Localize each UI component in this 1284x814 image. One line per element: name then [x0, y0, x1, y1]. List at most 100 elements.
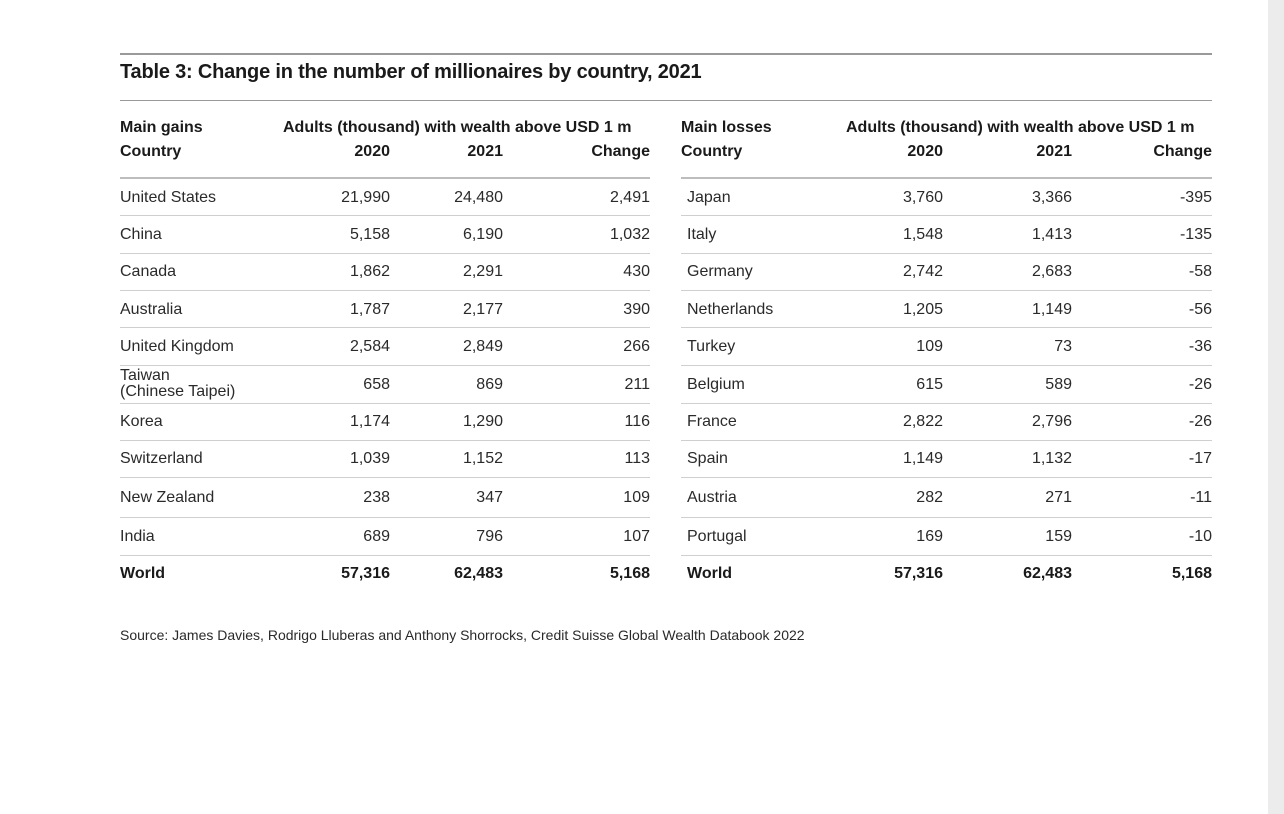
losses-value-2020: 3,760 — [902, 189, 943, 206]
losses-group-label: Main losses — [681, 119, 772, 136]
losses-value-2020: 615 — [916, 376, 943, 393]
gains-row-rule — [120, 253, 650, 254]
gains-2021-header: 2021 — [467, 143, 503, 160]
gains-value-2020: 689 — [363, 528, 390, 545]
losses-value-2021: 3,366 — [1031, 189, 1072, 206]
gains-row-rule — [120, 555, 650, 556]
gains-country: United States — [120, 189, 217, 206]
losses-country: Italy — [687, 226, 717, 243]
top-rule — [120, 53, 1212, 55]
gains-row-rule — [120, 517, 650, 518]
gains-group-label: Main gains — [120, 119, 203, 136]
title-rule — [120, 100, 1212, 101]
gains-row-rule — [120, 290, 650, 291]
gains-country: Switzerland — [120, 450, 203, 467]
losses-value-2020: 109 — [916, 338, 943, 355]
losses-value-2020: 282 — [916, 489, 943, 506]
gains-row-rule — [120, 215, 650, 216]
losses-country: Germany — [687, 263, 753, 280]
losses-change: -11 — [1190, 489, 1212, 506]
losses-value-2021: 2,683 — [1031, 263, 1072, 280]
losses-value-2020: 1,548 — [902, 226, 943, 243]
losses-value-2020: 2,822 — [902, 413, 943, 430]
losses-row-rule — [681, 290, 1212, 291]
losses-total-2021: 62,483 — [1023, 565, 1072, 582]
gains-total-change: 5,168 — [609, 565, 650, 582]
gains-value-2021: 24,480 — [454, 189, 503, 206]
losses-country: Netherlands — [687, 301, 774, 318]
gains-change: 211 — [624, 376, 650, 393]
losses-value-2021: 1,132 — [1031, 450, 1072, 467]
table-title: Table 3: Change in the number of million… — [120, 61, 702, 83]
losses-country: Austria — [687, 489, 737, 506]
gains-change: 116 — [624, 413, 650, 430]
gains-value-2020: 21,990 — [341, 189, 390, 206]
gains-change: 266 — [623, 338, 650, 355]
gains-change: 390 — [623, 301, 650, 318]
gains-span-header: Adults (thousand) with wealth above USD … — [283, 119, 632, 136]
gains-country-header: Country — [120, 143, 182, 160]
losses-span-header: Adults (thousand) with wealth above USD … — [846, 119, 1195, 136]
gains-value-2021: 2,177 — [462, 301, 503, 318]
gains-total-2020: 57,316 — [341, 565, 390, 582]
losses-row-rule — [681, 253, 1212, 254]
losses-row-rule — [681, 440, 1212, 441]
gains-country: India — [120, 528, 155, 545]
gains-country: China — [120, 226, 162, 243]
gains-value-2021: 6,190 — [462, 226, 503, 243]
losses-value-2021: 159 — [1045, 528, 1072, 545]
gains-change-header: Change — [591, 143, 650, 160]
losses-row-rule — [681, 517, 1212, 518]
losses-value-2020: 1,205 — [902, 301, 943, 318]
scroll-margin — [1268, 0, 1284, 814]
losses-country: Japan — [687, 189, 731, 206]
gains-row-rule — [120, 440, 650, 441]
gains-value-2021: 1,290 — [462, 413, 503, 430]
gains-country: Korea — [120, 413, 163, 430]
losses-2021-header: 2021 — [1036, 143, 1072, 160]
gains-country: United Kingdom — [120, 338, 234, 355]
losses-row-rule — [681, 477, 1212, 478]
losses-country: Portugal — [687, 528, 747, 545]
losses-row-rule — [681, 327, 1212, 328]
gains-value-2021: 2,849 — [462, 338, 503, 355]
gains-country: Canada — [120, 263, 177, 280]
gains-country: Taiwan (Chinese Taipei) — [120, 368, 235, 400]
losses-change: -26 — [1188, 376, 1212, 393]
losses-value-2021: 271 — [1045, 489, 1072, 506]
gains-country-line2: (Chinese Taipei) — [120, 383, 236, 400]
gains-row-rule — [120, 477, 650, 478]
gains-2020-header: 2020 — [354, 143, 390, 160]
gains-value-2020: 2,584 — [349, 338, 390, 355]
losses-value-2020: 2,742 — [902, 263, 943, 280]
losses-change: -10 — [1188, 528, 1212, 545]
gains-total-country: World — [120, 565, 166, 582]
losses-row-rule — [681, 215, 1212, 216]
gains-value-2020: 5,158 — [349, 226, 390, 243]
losses-value-2021: 2,796 — [1031, 413, 1072, 430]
gains-value-2020: 658 — [363, 376, 390, 393]
losses-change: -395 — [1179, 189, 1212, 206]
losses-country: Belgium — [687, 376, 745, 393]
gains-value-2021: 347 — [476, 489, 503, 506]
losses-change: -135 — [1179, 226, 1212, 243]
gains-change: 1,032 — [609, 226, 650, 243]
gains-value-2021: 2,291 — [462, 263, 503, 280]
losses-total-country: World — [687, 565, 733, 582]
losses-country: France — [687, 413, 737, 430]
gains-change: 430 — [623, 263, 650, 280]
gains-row-rule — [120, 365, 650, 366]
gains-header-rule — [120, 177, 650, 179]
gains-change: 109 — [623, 489, 650, 506]
gains-change: 2,491 — [609, 189, 650, 206]
losses-value-2021: 1,413 — [1031, 226, 1072, 243]
losses-row-rule — [681, 403, 1212, 404]
gains-row-rule — [120, 327, 650, 328]
gains-value-2020: 1,862 — [349, 263, 390, 280]
losses-value-2021: 589 — [1045, 376, 1072, 393]
gains-change: 107 — [623, 528, 650, 545]
losses-total-change: 5,168 — [1171, 565, 1212, 582]
gains-value-2020: 1,787 — [349, 301, 390, 318]
losses-country: Spain — [687, 450, 728, 467]
